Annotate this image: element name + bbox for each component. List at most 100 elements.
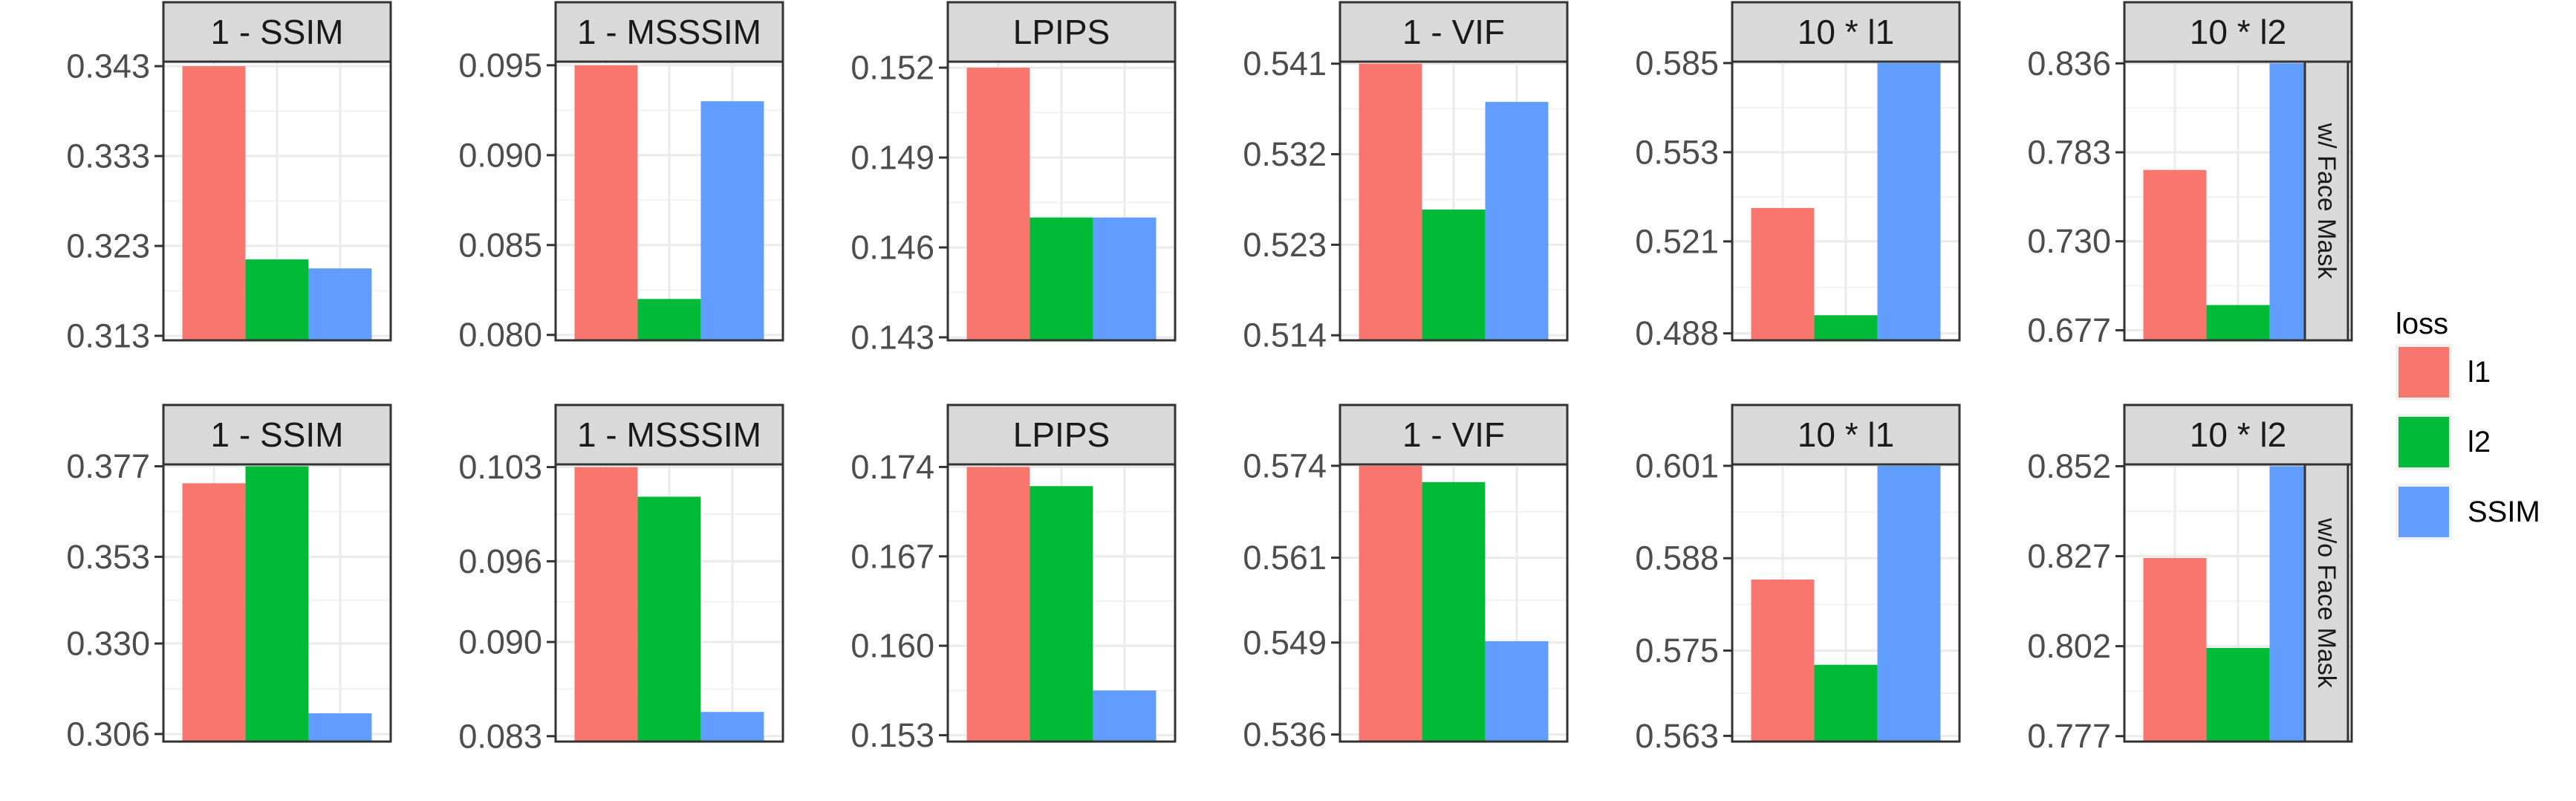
y-tick-label-r1-c4: 0.532	[1243, 135, 1327, 173]
strip-header-r2-c4	[1339, 403, 1569, 466]
y-tick-label-r2-c1: 0.377	[66, 447, 150, 485]
bar-r1-c2-l2	[637, 299, 701, 340]
bar-r1-c4-l2	[1422, 210, 1486, 340]
strip-header-r1-c5	[1731, 1, 1961, 63]
bar-r2-c6-l2	[2206, 648, 2270, 742]
y-tick-label-r1-c5: 0.488	[1635, 314, 1719, 352]
bar-r2-c2-l1	[574, 467, 638, 742]
y-tick-label-r1-c5: 0.521	[1635, 222, 1719, 260]
y-tick-label-r1-c5: 0.585	[1635, 44, 1719, 82]
y-tick-label-r2-c3: 0.174	[850, 448, 934, 486]
strip-header-r1-c2	[554, 1, 784, 63]
strip-header-r2-c5	[1731, 403, 1961, 466]
strip-header-r1-c3	[946, 1, 1177, 63]
bar-r2-c3-ssim	[1093, 690, 1157, 742]
y-tick-label-r2-c5: 0.575	[1635, 632, 1719, 669]
bar-r1-c4-ssim	[1485, 102, 1549, 341]
strip-label-r1-c2: 1 - MSSSIM	[577, 13, 761, 51]
bar-r2-c1-l2	[245, 466, 309, 742]
y-tick-label-r1-c4: 0.514	[1243, 317, 1327, 354]
strip-header-r2-c1	[162, 403, 392, 466]
y-tick-label-r2-c4: 0.574	[1243, 447, 1327, 484]
bar-r1-c5-l1	[1751, 207, 1815, 340]
legend-swatch-l2	[2398, 417, 2449, 467]
legend-swatch-ssim	[2398, 487, 2449, 537]
y-tick-label-r1-c2: 0.095	[458, 46, 542, 84]
strip-label-r2-c4: 1 - VIF	[1402, 415, 1505, 454]
y-tick-label-r1-c3: 0.152	[850, 49, 934, 87]
y-tick-label-r1-c4: 0.541	[1243, 45, 1327, 82]
y-tick-label-r2-c3: 0.160	[850, 627, 934, 665]
bar-r2-c3-l2	[1030, 486, 1093, 742]
y-tick-label-r1-c6: 0.730	[2027, 222, 2111, 260]
bar-r1-c1-l2	[245, 259, 309, 340]
strip-header-r1-c1	[162, 1, 392, 63]
row-strip-r2	[2303, 463, 2349, 743]
y-tick-label-r2-c3: 0.153	[850, 716, 934, 754]
legend-swatch-l1	[2398, 347, 2449, 398]
strip-header-r1-c4	[1339, 1, 1569, 63]
bar-r2-c6-l1	[2143, 557, 2207, 742]
y-tick-label-r1-c3: 0.143	[850, 318, 934, 356]
y-tick-label-r1-c5: 0.553	[1635, 133, 1719, 171]
y-tick-label-r1-c3: 0.149	[850, 139, 934, 177]
bar-r1-c5-ssim	[1877, 62, 1941, 340]
strip-label-r1-c3: LPIPS	[1013, 13, 1110, 51]
strip-label-r2-c2: 1 - MSSSIM	[577, 415, 761, 454]
bar-r2-c5-l2	[1814, 664, 1878, 742]
bar-r2-c2-l2	[637, 496, 701, 742]
y-tick-label-r2-c6: 0.802	[2027, 627, 2111, 665]
bar-r2-c5-ssim	[1877, 465, 1941, 742]
y-tick-label-r2-c1: 0.306	[66, 715, 150, 753]
strip-label-r1-c5: 10 * l1	[1798, 13, 1894, 51]
y-tick-label-r2-c5: 0.588	[1635, 539, 1719, 577]
bar-r1-c3-l2	[1030, 217, 1093, 340]
legend-label-ssim: SSIM	[2468, 496, 2540, 528]
y-tick-label-r1-c2: 0.085	[458, 226, 542, 264]
strip-label-r1-c4: 1 - VIF	[1402, 13, 1505, 51]
bar-r2-c1-ssim	[308, 713, 372, 742]
y-tick-label-r1-c4: 0.523	[1243, 226, 1327, 264]
legend-label-l1: l1	[2468, 356, 2491, 389]
bar-r1-c6-l2	[2206, 305, 2270, 340]
strip-label-r2-c6: 10 * l2	[2190, 415, 2286, 454]
bar-r1-c6-l1	[2143, 169, 2207, 340]
strip-label-r2-c1: 1 - SSIM	[211, 415, 344, 454]
strip-header-r2-c6	[2123, 403, 2353, 466]
bar-r1-c2-ssim	[700, 101, 764, 340]
y-tick-label-r1-c6: 0.836	[2027, 45, 2111, 82]
bar-r1-c2-l1	[574, 65, 638, 340]
bar-r1-c3-ssim	[1093, 217, 1157, 340]
strip-header-r2-c3	[946, 403, 1177, 466]
bar-r1-c1-l1	[182, 66, 246, 340]
y-tick-label-r2-c6: 0.777	[2027, 717, 2111, 755]
y-tick-label-r2-c4: 0.561	[1243, 539, 1327, 577]
y-tick-label-r1-c1: 0.333	[66, 137, 150, 175]
y-tick-label-r1-c6: 0.677	[2027, 311, 2111, 349]
y-tick-label-r2-c6: 0.827	[2027, 537, 2111, 575]
y-tick-label-r2-c4: 0.536	[1243, 716, 1327, 753]
row-strip-label-r2: w/o Face Mask	[2312, 517, 2341, 689]
bar-r2-c4-l2	[1422, 481, 1486, 742]
bar-r1-c4-l1	[1359, 63, 1422, 340]
y-tick-label-r1-c1: 0.313	[66, 317, 150, 354]
strip-label-r1-c1: 1 - SSIM	[211, 13, 344, 51]
y-tick-label-r2-c5: 0.601	[1635, 447, 1719, 484]
legend-label-l2: l2	[2468, 426, 2491, 458]
y-tick-label-r1-c1: 0.343	[66, 48, 150, 85]
row-strip-label-r1: w/ Face Mask	[2312, 123, 2341, 280]
strip-header-r1-c6	[2123, 1, 2353, 63]
y-tick-label-r2-c3: 0.167	[850, 537, 934, 575]
y-tick-label-r1-c2: 0.090	[458, 136, 542, 174]
strip-header-r2-c2	[554, 403, 784, 466]
bar-r2-c4-ssim	[1485, 641, 1549, 742]
bar-r1-c1-ssim	[308, 268, 372, 340]
bar-r2-c5-l1	[1751, 579, 1815, 742]
strip-label-r1-c6: 10 * l2	[2190, 13, 2286, 51]
y-tick-label-r2-c6: 0.852	[2027, 447, 2111, 485]
strip-label-r2-c3: LPIPS	[1013, 415, 1110, 454]
legend-title: loss	[2396, 308, 2448, 340]
bar-r1-c3-l1	[966, 68, 1030, 340]
strip-label-r2-c5: 10 * l1	[1798, 415, 1894, 454]
